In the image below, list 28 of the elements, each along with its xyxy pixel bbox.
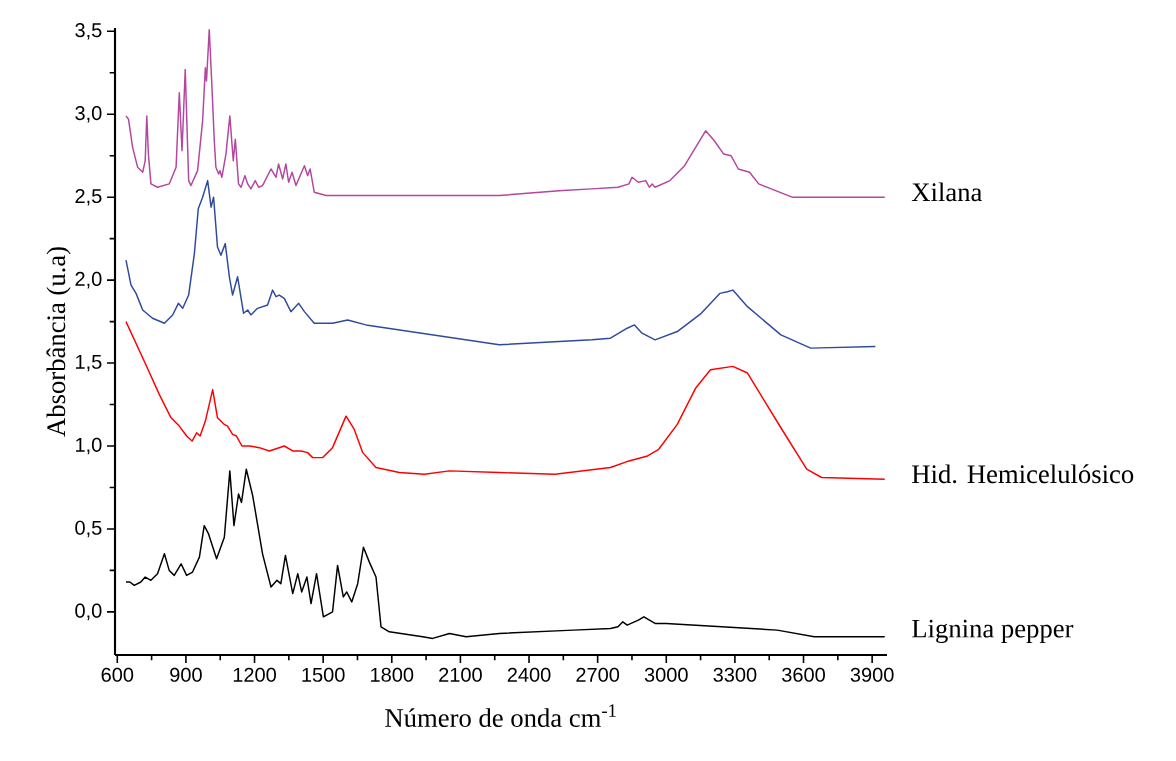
x-tick-label: 3600: [782, 667, 825, 682]
x-tick-label: 2400: [507, 667, 551, 682]
series-label: Lignina pepper: [912, 619, 1074, 644]
x-tick-label: 3300: [713, 667, 757, 682]
line-series: [125, 468, 886, 640]
x-tick-label: 2700: [576, 667, 620, 682]
y-tick-label: 1,0: [76, 437, 102, 455]
x-tick-label: 1200: [233, 667, 276, 682]
x-tick-label: 3900: [850, 667, 894, 682]
y-tick-label: 3,5: [75, 23, 102, 40]
series-label: Hid. Hemicelulósico: [912, 464, 1134, 484]
series-label: Xilana: [911, 182, 982, 202]
y-tick-label: 2,5: [75, 188, 102, 206]
x-tick-label: 3000: [644, 667, 688, 682]
y-axis-title: Absorbância (u.a): [46, 247, 71, 437]
y-tick-label: 1,5: [76, 354, 102, 372]
x-tick-label: 600: [101, 667, 134, 682]
x-tick-label: 1800: [371, 667, 414, 682]
y-tick-label: 0,5: [75, 520, 102, 538]
x-tick-label: 900: [170, 667, 202, 682]
y-tick-label: 2,0: [75, 271, 102, 289]
y-tick-label: 3,0: [75, 105, 102, 123]
line-series: [125, 320, 886, 480]
line-series: [125, 179, 877, 349]
x-tick-label: 2100: [439, 667, 482, 682]
y-tick-label: 0,0: [75, 603, 102, 621]
x-tick-label: 1500: [302, 667, 345, 682]
x-axis-title: Número de onda cm$^{-1}$: [385, 704, 616, 727]
